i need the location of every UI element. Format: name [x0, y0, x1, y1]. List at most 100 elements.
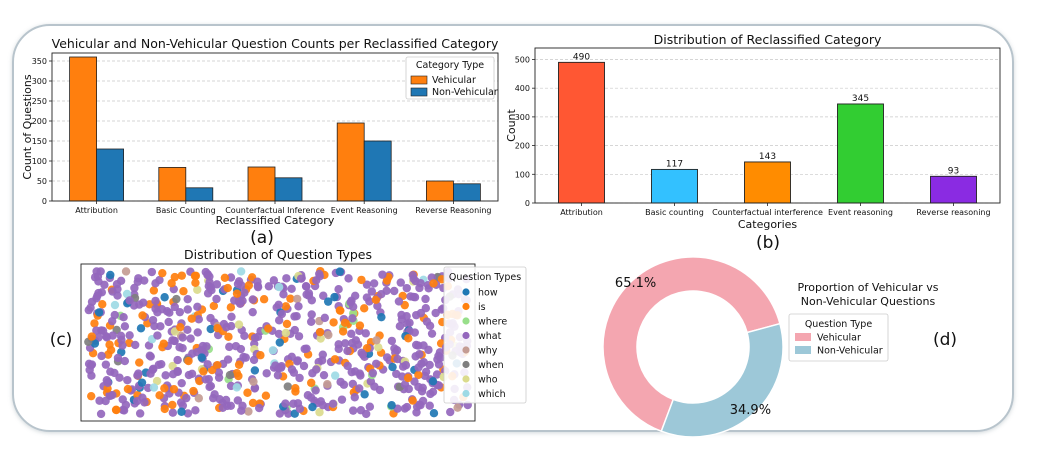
chart-c-point-what — [307, 296, 317, 305]
chart-c-point-what — [231, 341, 241, 351]
chart-c-point-is — [159, 339, 168, 348]
chart-c-point-which — [149, 383, 159, 392]
chart-c-point-how — [197, 353, 206, 362]
chart-c-point-what — [369, 279, 379, 288]
chart-c-point-how — [250, 366, 260, 375]
chart-c-point-which — [110, 300, 120, 310]
chart-b-value-label: 345 — [852, 94, 869, 104]
chart-c-point-how — [137, 378, 147, 387]
chart-c-point-what — [287, 284, 296, 294]
chart-c-point-is — [429, 279, 438, 288]
chart-c-point-what — [351, 336, 361, 345]
chart-c-point-what — [277, 361, 286, 371]
chart-c-legend-marker — [462, 389, 470, 398]
chart-a-xtick-label: Counterfactual Inference — [225, 206, 325, 215]
chart-c-point-what — [140, 276, 149, 285]
chart-c-point-is — [177, 271, 187, 280]
chart-c-point-what — [300, 344, 309, 354]
chart-c-point-is — [226, 303, 236, 312]
chart-c-point-what — [165, 308, 174, 317]
chart-c-point-what — [302, 282, 311, 291]
chart-c-point-how — [377, 312, 386, 322]
chart-c-point-what — [225, 342, 234, 352]
chart-c-point-what — [416, 308, 426, 318]
chart-c-point-what — [178, 333, 187, 342]
chart-c-point-is — [232, 368, 242, 378]
chart-c-point-is — [149, 286, 159, 295]
chart-c-point-is — [261, 391, 271, 400]
chart-c-point-is — [87, 332, 97, 341]
chart-c-legend-marker — [462, 331, 470, 340]
chart-c-point-is — [408, 396, 417, 405]
chart-c-point-what — [86, 303, 95, 312]
chart-c-point-why — [194, 394, 203, 403]
chart-c-point-what — [151, 279, 160, 288]
chart-c-point-what — [419, 341, 428, 350]
chart-c-point-what — [253, 282, 263, 292]
chart-c-point-why — [323, 380, 332, 389]
chart-c-point-what — [113, 353, 123, 363]
chart-c-point-who — [152, 376, 162, 386]
chart-c-point-what — [233, 279, 243, 289]
panel-label-c: (c) — [50, 330, 73, 350]
chart-c-point-what — [118, 395, 127, 404]
chart-c-point-what — [279, 290, 288, 299]
chart-c-point-what — [362, 280, 372, 289]
chart-c-point-what — [173, 355, 182, 365]
chart-c-point-what — [427, 329, 437, 338]
chart-c-point-what — [147, 267, 157, 277]
chart-c-point-is — [282, 319, 292, 329]
chart-c-point-why — [372, 336, 381, 345]
chart-c-point-what — [343, 361, 352, 371]
chart-c-point-what — [315, 269, 324, 279]
chart-c-point-what — [397, 310, 406, 320]
chart-c-point-what — [207, 286, 216, 295]
chart-c-point-what — [394, 297, 404, 306]
chart-b-ylabel: Count — [505, 108, 518, 141]
chart-c-point-who — [234, 320, 244, 329]
chart-c-point-is — [315, 327, 325, 337]
chart-c-point-what — [184, 370, 194, 380]
chart-c-point-is — [414, 370, 423, 380]
chart-c-point-is — [224, 332, 233, 341]
chart-c-point-is — [199, 367, 208, 376]
chart-b-xtick-label: Reverse reasoning — [916, 208, 990, 217]
chart-c-point-what — [175, 307, 185, 317]
chart-c-point-what — [428, 387, 438, 397]
chart-c-point-is — [336, 306, 345, 315]
chart-a-ytick-label: 200 — [32, 117, 47, 126]
chart-c-point-what — [282, 274, 291, 283]
chart-c-point-is — [403, 373, 413, 383]
chart-c-point-what — [422, 317, 432, 326]
chart-c-point-what — [368, 368, 378, 378]
chart-c-point-is — [362, 343, 372, 353]
chart-c-point-what — [319, 370, 329, 380]
chart-c-point-is — [329, 318, 338, 327]
chart-d-legend-label: Non-Vehicular — [817, 346, 883, 357]
chart-c-point-is — [359, 304, 369, 313]
chart-c-point-what — [347, 329, 356, 339]
chart-b-value-label: 490 — [573, 52, 590, 62]
chart-c-point-what — [417, 359, 426, 368]
chart-c-point-is — [220, 273, 230, 282]
chart-c-point-what — [201, 375, 210, 384]
chart-c-legend-label: which — [478, 389, 506, 400]
chart-c-point-what — [411, 352, 420, 361]
chart-c-point-is — [355, 321, 365, 330]
chart-c-point-is — [291, 387, 300, 396]
chart-b-xlabel: Categories — [738, 218, 798, 231]
chart-c-point-what — [105, 390, 114, 400]
chart-c-point-is — [213, 360, 222, 370]
chart-c-point-what — [328, 399, 338, 409]
chart-c-point-is — [176, 322, 185, 332]
chart-c-point-what — [173, 366, 182, 376]
chart-c-point-what — [227, 312, 236, 322]
chart-a-ytick-label: 0 — [42, 197, 47, 206]
chart-c-point-what — [405, 318, 414, 328]
chart-c-point-what — [97, 326, 106, 335]
chart-c-point-how — [360, 390, 369, 399]
chart-c-point-what — [103, 378, 112, 387]
chart-c-point-what — [410, 293, 420, 302]
